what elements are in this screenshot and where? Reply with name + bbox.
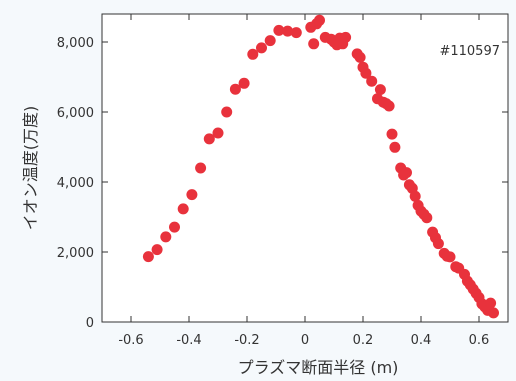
data-point bbox=[160, 231, 172, 243]
data-point bbox=[264, 35, 276, 47]
data-point bbox=[340, 31, 352, 43]
data-point bbox=[421, 212, 433, 224]
y-axis: 0 2,000 4,000 6,000 8,000 bbox=[57, 36, 508, 331]
x-axis: -0.6 -0.4 -0.2 0 0.2 0.4 0.6 bbox=[118, 14, 489, 348]
y-tick-label: 2,000 bbox=[57, 246, 94, 261]
data-points-layer bbox=[142, 14, 499, 319]
plot-area-background bbox=[102, 14, 508, 322]
data-point bbox=[366, 75, 378, 87]
data-point bbox=[142, 251, 154, 263]
data-point bbox=[256, 42, 267, 54]
y-axis-title: イオン温度(万度) bbox=[21, 106, 40, 231]
data-point bbox=[308, 38, 320, 50]
data-point bbox=[432, 238, 444, 250]
data-point bbox=[386, 128, 398, 140]
data-point bbox=[169, 221, 180, 233]
data-point bbox=[383, 100, 395, 112]
data-point bbox=[212, 127, 224, 139]
data-point bbox=[186, 189, 198, 201]
data-point bbox=[485, 297, 497, 309]
data-point bbox=[488, 307, 499, 319]
data-point bbox=[203, 133, 215, 145]
x-axis-title: プラズマ断面半径 (m) bbox=[238, 358, 399, 377]
data-point bbox=[409, 190, 421, 202]
data-point bbox=[290, 27, 302, 39]
data-point bbox=[151, 244, 163, 256]
y-tick-label: 6,000 bbox=[57, 106, 94, 121]
x-tick-label: -0.2 bbox=[234, 333, 259, 348]
data-point bbox=[374, 84, 386, 96]
x-tick-label: -0.4 bbox=[176, 333, 201, 348]
y-tick-label: 4,000 bbox=[57, 176, 94, 191]
chart-annotation: #110597 bbox=[439, 44, 500, 59]
data-point bbox=[195, 162, 207, 174]
x-tick-label: 0.4 bbox=[411, 333, 432, 348]
x-tick-label: 0 bbox=[301, 333, 309, 348]
x-tick-label: 0.6 bbox=[469, 333, 490, 348]
data-point bbox=[247, 48, 259, 60]
data-point bbox=[389, 141, 401, 153]
data-point bbox=[314, 14, 325, 26]
x-tick-label: 0.2 bbox=[353, 333, 374, 348]
data-point bbox=[177, 203, 189, 215]
data-point bbox=[360, 67, 372, 79]
data-point bbox=[221, 106, 233, 118]
y-tick-label: 0 bbox=[86, 316, 94, 331]
data-point bbox=[401, 167, 412, 179]
y-tick-label: 8,000 bbox=[57, 36, 94, 51]
data-point bbox=[444, 251, 456, 263]
data-point bbox=[354, 51, 366, 63]
data-point bbox=[229, 83, 241, 95]
data-point bbox=[238, 77, 250, 89]
data-point bbox=[282, 25, 294, 37]
x-tick-label: -0.6 bbox=[118, 333, 143, 348]
data-point bbox=[273, 24, 285, 36]
